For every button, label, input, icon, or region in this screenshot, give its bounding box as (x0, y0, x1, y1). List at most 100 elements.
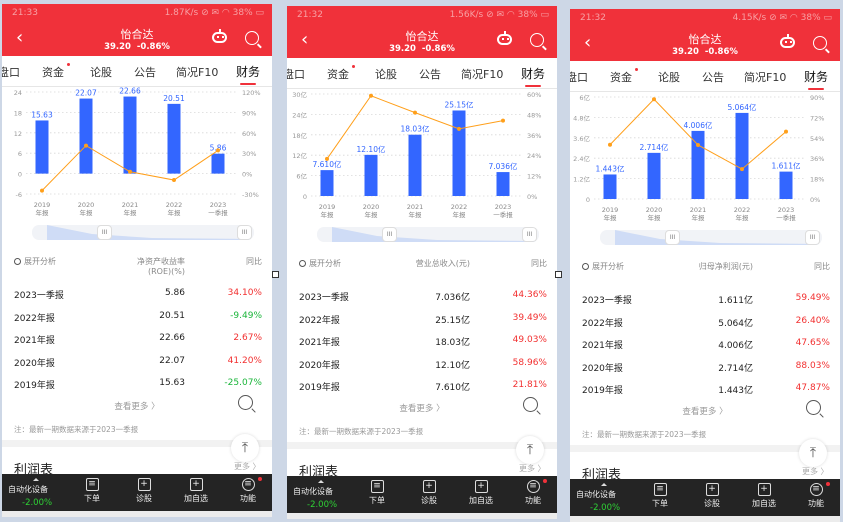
income-statement-more[interactable]: 更多 〉 (234, 462, 261, 471)
back-icon[interactable]: ‹ (301, 29, 309, 50)
range-slider[interactable]: III III (600, 230, 822, 245)
table-row[interactable]: 2020年报 12.10亿 58.96% (287, 358, 557, 380)
tab-f10[interactable]: 简况F10 (176, 66, 219, 79)
x-tick-label: 一季报 (493, 210, 513, 219)
status-bar: 21:32 4.15K/s ⊘ ✉ ◠ 38% ▭ (570, 9, 840, 27)
tab-f10[interactable]: 简况F10 (744, 71, 787, 84)
nav-order[interactable]: ≡ 下单 (357, 480, 397, 506)
x-tick-label: 2020 (363, 203, 380, 211)
yoy-point (369, 93, 373, 98)
table-row[interactable]: 2022年报 25.15亿 39.49% (287, 313, 557, 335)
sector-name[interactable]: 自动化设备 (293, 487, 333, 496)
slider-left-handle[interactable]: III (665, 230, 680, 245)
table-row[interactable]: 2021年报 4.006亿 47.65% (570, 338, 840, 360)
metric-header: 净资产收益率(ROE)(%) (137, 257, 185, 276)
expand-up-icon[interactable] (601, 483, 607, 486)
sector-name[interactable]: 自动化设备 (576, 490, 616, 499)
expand-analysis[interactable]: 展开分析 (582, 261, 624, 272)
table-row[interactable]: 2021年报 22.66 2.67% (2, 333, 272, 355)
tab-announcements[interactable]: 公告 (134, 66, 156, 79)
tab-finance[interactable]: 财务 (236, 65, 261, 85)
tab-pankou[interactable]: 盘口 (570, 71, 588, 84)
nav-label: 下单 (652, 499, 668, 508)
view-more-link[interactable]: 查看更多 〉 (114, 402, 160, 412)
slider-right-handle[interactable]: III (805, 230, 820, 245)
table-row[interactable]: 2023一季报 5.86 34.10% (2, 288, 272, 310)
table-row[interactable]: 2022年报 20.51 -9.49% (2, 311, 272, 333)
table-row[interactable]: 2021年报 18.03亿 49.03% (287, 335, 557, 357)
table-row[interactable]: 2020年报 2.714亿 88.03% (570, 361, 840, 383)
expand-up-icon[interactable] (33, 478, 39, 481)
slider-right-handle[interactable]: III (522, 227, 537, 242)
table-row[interactable]: 2023一季报 7.036亿 44.36% (287, 290, 557, 312)
range-slider[interactable]: III III (317, 227, 539, 242)
nav-add-watchlist[interactable]: + 加自选 (744, 483, 784, 509)
slider-right-handle[interactable]: III (237, 225, 252, 240)
table-row[interactable]: 2020年报 22.07 41.20% (2, 356, 272, 378)
yoy-point (652, 97, 656, 102)
sector-name[interactable]: 自动化设备 (8, 485, 48, 494)
tab-announcements[interactable]: 公告 (419, 68, 441, 81)
tab-funds[interactable]: 资金 (327, 68, 349, 81)
status-time: 21:33 (12, 8, 38, 18)
slider-left-handle[interactable]: III (97, 225, 112, 240)
range-slider[interactable]: III III (32, 225, 254, 240)
table-row[interactable]: 2023一季报 1.611亿 59.49% (570, 293, 840, 315)
robot-assistant-icon[interactable] (780, 34, 795, 48)
magnifier-icon[interactable] (806, 400, 821, 415)
expand-analysis[interactable]: 展开分析 (14, 256, 56, 267)
magnifier-icon[interactable] (238, 395, 253, 410)
expand-up-icon[interactable] (318, 480, 324, 483)
tab-discussion[interactable]: 论股 (658, 71, 680, 84)
nav-functions[interactable]: ≡ 功能 (228, 478, 268, 504)
nav-functions[interactable]: ≡ 功能 (513, 480, 553, 506)
table-row[interactable]: 2019年报 1.443亿 47.87% (570, 383, 840, 405)
y2-tick-label: 30% (242, 150, 256, 158)
robot-assistant-icon[interactable] (497, 31, 512, 45)
magnifier-icon[interactable] (523, 397, 538, 412)
search-icon[interactable] (530, 33, 544, 47)
expand-analysis[interactable]: 展开分析 (299, 258, 341, 269)
search-icon[interactable] (813, 36, 827, 50)
y-tick-label: 2.4亿 (573, 154, 590, 163)
tab-discussion[interactable]: 论股 (90, 66, 112, 79)
nav-add-watchlist[interactable]: + 加自选 (461, 480, 501, 506)
scroll-to-top-icon[interactable]: ⤒ (516, 436, 544, 464)
yoy: 34.10% (227, 288, 262, 298)
income-statement-more[interactable]: 更多 〉 (802, 467, 829, 476)
nav-diagnose[interactable]: + 诊股 (124, 478, 164, 504)
table-row[interactable]: 2022年报 5.064亿 26.40% (570, 316, 840, 338)
nav-order[interactable]: ≡ 下单 (72, 478, 112, 504)
slider-left-handle[interactable]: III (382, 227, 397, 242)
back-icon[interactable]: ‹ (16, 27, 24, 48)
table-row[interactable]: 2019年报 15.63 -25.07% (2, 378, 272, 400)
income-statement-more[interactable]: 更多 〉 (519, 464, 546, 473)
yoy: 49.03% (512, 335, 547, 345)
tab-finance[interactable]: 财务 (804, 70, 829, 90)
nav-add-watchlist[interactable]: + 加自选 (176, 478, 216, 504)
robot-assistant-icon[interactable] (212, 29, 227, 43)
tab-funds[interactable]: 资金 (610, 71, 632, 84)
table-row[interactable]: 2019年报 7.610亿 21.81% (287, 380, 557, 402)
tab-pankou[interactable]: 盘口 (287, 68, 305, 81)
back-icon[interactable]: ‹ (584, 32, 592, 53)
tab-discussion[interactable]: 论股 (375, 68, 397, 81)
nav-diagnose[interactable]: + 诊股 (409, 480, 449, 506)
y2-tick-label: 0% (242, 171, 252, 179)
bar-value-label: 5.064亿 (728, 102, 757, 112)
view-more-link[interactable]: 查看更多 〉 (682, 407, 728, 417)
search-icon[interactable] (245, 31, 259, 45)
nav-functions[interactable]: ≡ 功能 (796, 483, 836, 509)
tab-f10[interactable]: 简况F10 (461, 68, 504, 81)
view-more-link[interactable]: 查看更多 〉 (399, 404, 445, 414)
nav-order[interactable]: ≡ 下单 (640, 483, 680, 509)
scroll-to-top-icon[interactable]: ⤒ (231, 434, 259, 462)
bar (320, 170, 334, 196)
tab-pankou[interactable]: 盘口 (2, 66, 20, 79)
scroll-to-top-icon[interactable]: ⤒ (799, 439, 827, 467)
nav-diagnose[interactable]: + 诊股 (692, 483, 732, 509)
yoy-point (413, 110, 417, 115)
tab-announcements[interactable]: 公告 (702, 71, 724, 84)
tab-funds[interactable]: 资金 (42, 66, 64, 79)
tab-finance[interactable]: 财务 (521, 67, 546, 87)
